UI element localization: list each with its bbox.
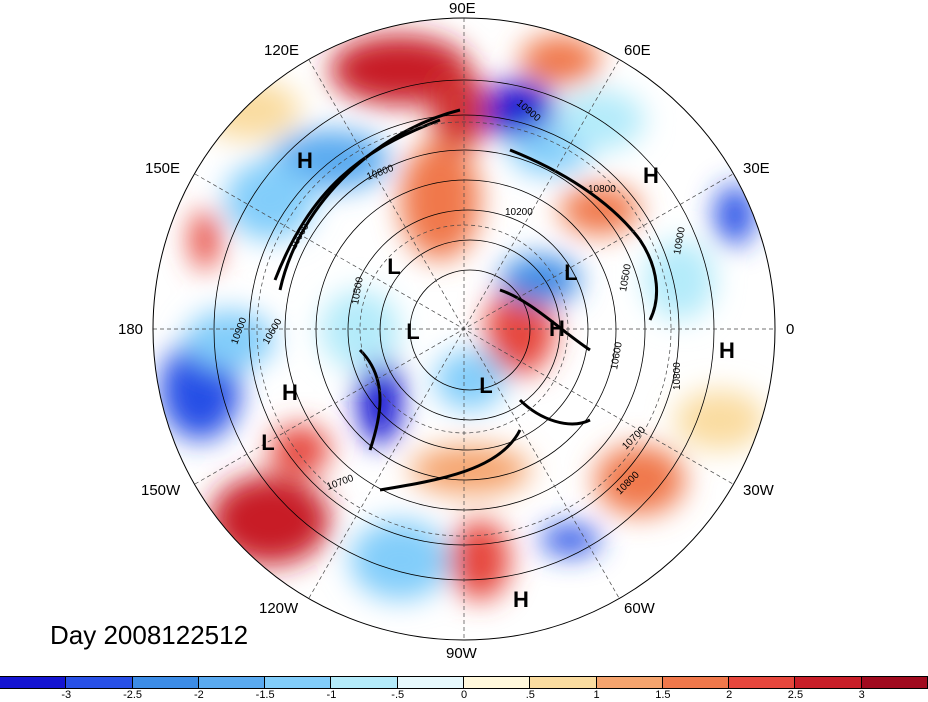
longitude-label-60e: 60E [624, 42, 651, 59]
map-border [152, 17, 776, 641]
colorbar-tick-label: -3 [61, 689, 72, 701]
colorbar-swatch [530, 677, 597, 688]
colorbar-tick-label: 3 [858, 689, 865, 701]
colorbar-tick-label: 2 [726, 689, 733, 701]
longitude-label-120w: 120W [259, 600, 299, 617]
graticule [153, 18, 775, 640]
contour-label: 10800 [672, 362, 683, 390]
colorbar-swatch [0, 677, 67, 688]
contour-label: 10500 [618, 263, 634, 293]
colorbar-swatch [795, 677, 862, 688]
longitude-label-60w: 60W [624, 600, 655, 617]
low-center-label: L [479, 373, 492, 398]
low-center-label: L [406, 319, 419, 344]
low-center-label: L [564, 260, 577, 285]
colorbar-swatch [596, 677, 663, 688]
colorbar-swatch [331, 677, 398, 688]
colorbar-swatch [265, 677, 332, 688]
longitude-label-30w: 30W [743, 482, 774, 499]
longitude-label-90w: 90W [446, 645, 477, 662]
contour-label: 10600 [609, 341, 625, 371]
colorbar-tick-label: 1.5 [655, 689, 671, 701]
longitude-label-0: 0 [786, 321, 795, 338]
high-center-label: H [643, 163, 659, 188]
colorbar-swatch [132, 677, 199, 688]
colorbar-tick-label: -1 [326, 689, 337, 701]
colorbar-tick-label: 1 [593, 689, 600, 701]
contour-label: 10500 [350, 276, 366, 306]
day-title: Day 2008122512 [50, 620, 249, 650]
longitude-label-180: 180 [118, 321, 144, 338]
contour-label: 10200 [505, 207, 533, 218]
colorbar-tick-label: -2.5 [123, 689, 143, 701]
longitude-label-30e: 30E [743, 160, 770, 177]
colorbar-swatch [198, 677, 266, 688]
high-center-label: H [282, 380, 298, 405]
colorbar-tick-label: -1.5 [255, 689, 275, 701]
colorbar-tick-label: 2.5 [787, 689, 804, 701]
colorbar-tick-label: -.5 [391, 689, 405, 701]
low-center-label: L [261, 430, 274, 455]
colorbar [0, 676, 928, 689]
colorbar-tick-label: .5 [525, 689, 535, 701]
high-center-label: H [719, 338, 735, 363]
colorbar-swatch [662, 677, 730, 688]
high-center-label: H [549, 316, 565, 341]
colorbar-swatch [66, 677, 133, 688]
colorbar-swatch [397, 677, 464, 688]
contour-label: 10800 [588, 184, 616, 195]
colorbar-swatch [861, 677, 928, 688]
contour-label: 10900 [672, 226, 688, 256]
high-center-label: H [513, 587, 529, 612]
low-center-label: L [387, 254, 400, 279]
colorbar-swatch [463, 677, 531, 688]
longitude-label-150e: 150E [145, 160, 181, 177]
colorbar-swatch [729, 677, 796, 688]
colorbar-tick-label: -2 [193, 689, 204, 701]
longitude-label-120e: 120E [264, 42, 300, 59]
longitude-label-90e: 90E [449, 0, 476, 17]
high-center-label: H [297, 148, 313, 173]
pressure-center-labels: H H H H H H L L L L L [261, 148, 735, 612]
colorbar-tick-label: 0 [460, 689, 468, 701]
longitude-label-150w: 150W [141, 482, 181, 499]
